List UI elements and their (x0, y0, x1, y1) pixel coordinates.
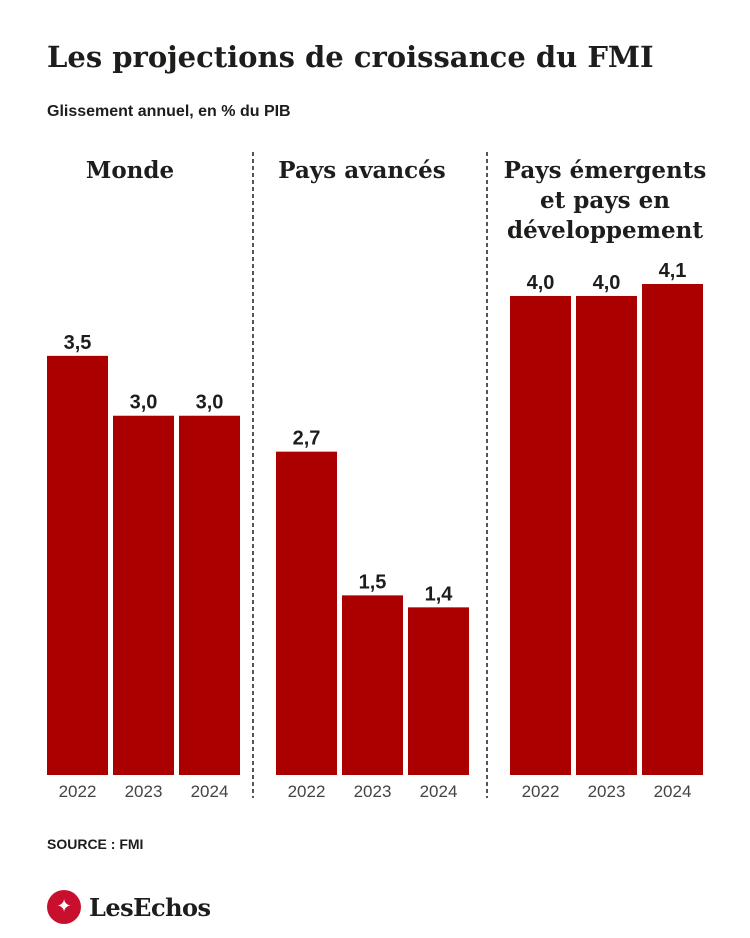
value-label: 2,7 (293, 428, 321, 450)
category-label: 2024 (191, 782, 229, 801)
bar (47, 355, 108, 775)
category-label: 2024 (654, 782, 692, 801)
panel-title: Monde (86, 157, 174, 184)
category-label: 2023 (354, 782, 392, 801)
category-label: 2022 (522, 782, 560, 801)
source-note: SOURCE : FMI (47, 836, 144, 852)
bar (113, 415, 174, 775)
category-label: 2022 (59, 782, 97, 801)
value-label: 3,0 (130, 392, 158, 414)
panel-title: Pays avancés (278, 157, 445, 184)
panel-title: Pays émergents (504, 157, 707, 184)
logo-text: LesEchos (89, 892, 211, 922)
value-label: 1,4 (425, 583, 454, 605)
bar (276, 451, 337, 775)
value-label: 4,0 (593, 272, 621, 294)
value-label: 4,0 (527, 272, 555, 294)
bar (510, 295, 571, 775)
value-label: 3,0 (196, 392, 224, 414)
panel-title: développement (507, 217, 703, 244)
category-label: 2023 (125, 782, 163, 801)
chart-subtitle: Glissement annuel, en % du PIB (47, 103, 291, 120)
category-label: 2024 (420, 782, 458, 801)
bar (576, 295, 637, 775)
panel-title: et pays en (540, 187, 670, 214)
bar (179, 415, 240, 775)
bar (342, 595, 403, 775)
les-echos-logo: ✦ LesEchos (47, 890, 211, 924)
les-echos-emblem-icon: ✦ (47, 890, 81, 924)
value-label: 1,5 (359, 571, 387, 593)
bar (408, 607, 469, 775)
category-label: 2023 (588, 782, 626, 801)
value-label: 4,1 (659, 260, 687, 282)
chart-title: Les projections de croissance du FMI (47, 40, 654, 74)
category-label: 2022 (288, 782, 326, 801)
value-label: 3,5 (64, 332, 92, 354)
bar (642, 284, 703, 775)
